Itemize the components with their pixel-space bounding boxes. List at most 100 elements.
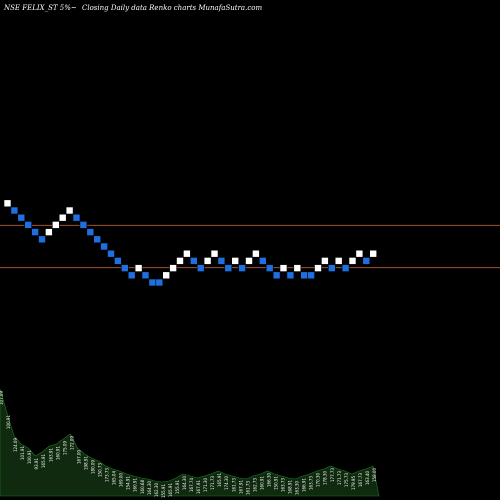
volume-label: 166.91	[302, 478, 307, 492]
down-brick	[258, 257, 267, 265]
volume-label: 100.91	[27, 450, 32, 464]
up-brick	[183, 249, 191, 258]
volume-label: 175.09	[62, 441, 67, 455]
up-brick	[203, 257, 212, 265]
down-brick	[341, 264, 350, 272]
up-brick	[231, 257, 239, 265]
up-brick	[65, 206, 74, 215]
volume-label: 171.73	[337, 471, 342, 485]
volume-area	[0, 388, 380, 497]
up-brick	[45, 228, 53, 236]
volume-label: 175.73	[344, 473, 349, 487]
volume-label: 167.74	[189, 478, 194, 492]
volume-label: 178.30	[323, 471, 328, 485]
volume-label: 124.09	[13, 438, 18, 452]
volume-label: 167.00	[76, 450, 81, 464]
volume-label: 150.73	[98, 463, 103, 477]
down-brick	[86, 228, 95, 236]
volume-label: 179.95	[351, 476, 356, 490]
down-brick	[265, 264, 274, 272]
down-brick	[196, 264, 205, 272]
volume-label: 107.09	[0, 391, 4, 405]
up-brick	[210, 249, 219, 258]
volume-label: 172.09	[69, 436, 74, 450]
up-brick	[162, 271, 170, 280]
up-brick	[176, 257, 184, 265]
volume-label: 167.91	[196, 480, 201, 494]
volume-label: 154.91	[126, 476, 131, 490]
renko-bricks	[3, 199, 378, 287]
up-brick	[314, 264, 322, 272]
down-brick	[300, 271, 309, 280]
volume-label: 164.30	[147, 481, 152, 495]
down-brick	[121, 264, 129, 272]
up-brick	[252, 249, 260, 258]
down-brick	[190, 257, 198, 265]
chart-symbol-label: NSE FELIX_ST 5%~	[3, 4, 77, 12]
down-brick	[307, 271, 315, 280]
down-brick	[107, 249, 115, 258]
volume-label: 170.30	[316, 473, 321, 487]
volume-label: 158.00	[372, 468, 377, 482]
up-brick	[279, 264, 288, 272]
down-brick	[17, 213, 26, 222]
up-brick	[245, 257, 253, 265]
up-brick	[293, 264, 302, 272]
up-brick	[3, 199, 12, 208]
down-brick	[127, 271, 136, 280]
volume-label: 163.30	[295, 481, 300, 495]
down-brick	[24, 221, 33, 229]
volume-label: 167.73	[358, 473, 363, 487]
up-brick	[369, 249, 378, 258]
volume-label: 163.91	[48, 448, 53, 462]
volume-label: 163.73	[281, 478, 286, 492]
down-brick	[79, 221, 88, 229]
volume-label: 177.73	[330, 468, 335, 482]
down-brick	[10, 206, 19, 215]
down-brick	[217, 257, 226, 265]
volume-label: 160.68	[140, 480, 145, 494]
volume-label: 93.91	[34, 458, 39, 470]
up-brick	[355, 249, 364, 258]
down-brick	[272, 271, 281, 280]
chart-subtitle: Closing Daily data Renko charts MunafaSu…	[82, 4, 262, 12]
volume-label: 166.30	[266, 473, 271, 487]
down-brick	[327, 264, 336, 272]
volume-label: 155.91	[175, 480, 180, 494]
up-brick	[169, 264, 177, 272]
volume-label: 167.91	[238, 480, 243, 494]
volume-label: 165.91	[217, 473, 222, 487]
volume-label: 155.91	[161, 484, 166, 498]
volume-label: 162.30	[154, 483, 159, 497]
down-brick	[141, 271, 150, 280]
up-brick	[321, 257, 329, 265]
down-brick	[362, 257, 371, 265]
volume-label: 100.91	[6, 415, 11, 429]
volume-label: 160.91	[259, 476, 264, 490]
volume-label: 165.91	[168, 483, 173, 497]
volume-label: 160.91	[133, 478, 138, 492]
volume-label: 173.73	[105, 468, 110, 482]
volume-label: 161.73	[231, 478, 236, 492]
down-brick	[38, 235, 46, 244]
volume-label: 101.91	[20, 446, 25, 460]
down-brick	[148, 278, 157, 287]
volume-label: 150.91	[274, 476, 279, 490]
down-brick	[155, 278, 164, 287]
volume-label: 161.73	[245, 481, 250, 495]
volume-label: 169.00	[119, 473, 124, 487]
volume-label: 165.04	[112, 471, 117, 485]
up-brick	[348, 257, 357, 265]
down-brick	[238, 264, 246, 272]
up-brick	[334, 257, 343, 265]
up-brick	[134, 264, 143, 272]
down-brick	[224, 264, 233, 272]
volume-label: 163.73	[309, 476, 314, 490]
volume-label: 162.73	[252, 478, 257, 492]
up-brick	[58, 213, 67, 222]
volume-label: 171.30	[203, 478, 208, 492]
volume-label: 163.40	[365, 471, 370, 485]
volume-label: 164.30	[182, 476, 187, 490]
